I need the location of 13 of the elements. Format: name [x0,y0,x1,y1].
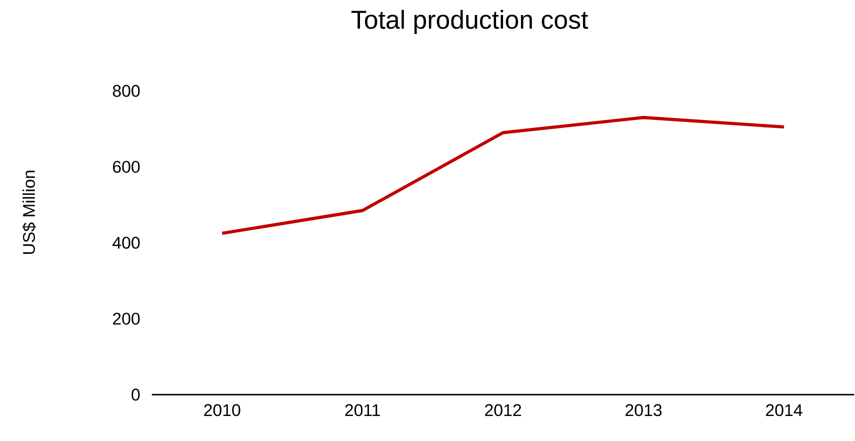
line-series [220,116,786,236]
x-tick-label: 2010 [204,404,240,416]
y-tick-label: 600 [112,161,140,174]
x-tick-label: 2012 [485,404,522,416]
chart-title: Total production cost [351,10,588,34]
x-tick-label: 2011 [345,404,380,416]
y-tick-label: 200 [112,312,140,325]
y-tick-label: 400 [112,236,140,249]
y-axis-title: US$ Million [22,170,36,254]
x-tick-label: 2014 [766,404,802,416]
x-tick-label: 2013 [626,404,662,416]
y-tick-label: 0 [132,388,140,401]
y-tick-label: 800 [112,85,140,98]
